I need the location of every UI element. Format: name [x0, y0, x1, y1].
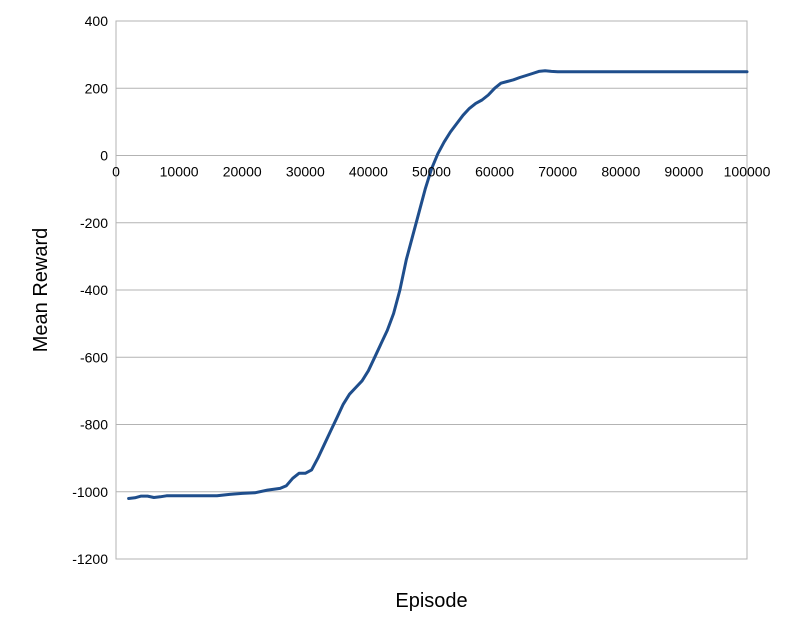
y-tick-label: -1000 — [72, 484, 108, 500]
x-tick-label: 40000 — [349, 164, 388, 180]
x-tick-label: 60000 — [475, 164, 514, 180]
y-tick-label: -200 — [80, 215, 108, 231]
x-tick-label: 70000 — [538, 164, 577, 180]
y-axis-title: Mean Reward — [30, 228, 52, 353]
y-tick-label: -1200 — [72, 551, 108, 567]
x-axis-title: Episode — [395, 590, 467, 612]
x-tick-label: 20000 — [223, 164, 262, 180]
y-axis-tick-labels: 400 200 0 -200 -400 -600 -800 -1000 -1200 — [72, 13, 108, 567]
y-tick-label: 200 — [85, 80, 109, 96]
x-axis-tick-labels: 0 10000 20000 30000 40000 50000 60000 70000 8000… — [112, 164, 770, 180]
x-tick-label: 80000 — [601, 164, 640, 180]
series-layer — [127, 69, 749, 500]
y-tick-label: 0 — [100, 148, 108, 164]
grid-layer — [116, 20, 747, 560]
y-tick-label: -600 — [80, 349, 108, 365]
y-tick-label: 400 — [85, 13, 109, 29]
x-tick-label: 90000 — [664, 164, 703, 180]
x-tick-label: 100000 — [724, 164, 771, 180]
series-line — [127, 69, 749, 500]
y-tick-label: -800 — [80, 417, 108, 433]
x-tick-label: 0 — [112, 164, 120, 180]
y-tick-label: -400 — [80, 282, 108, 298]
x-tick-label: 10000 — [160, 164, 199, 180]
x-tick-label: 30000 — [286, 164, 325, 180]
x-tick-label: 50000 — [412, 164, 451, 180]
plot-frame — [115, 20, 748, 560]
